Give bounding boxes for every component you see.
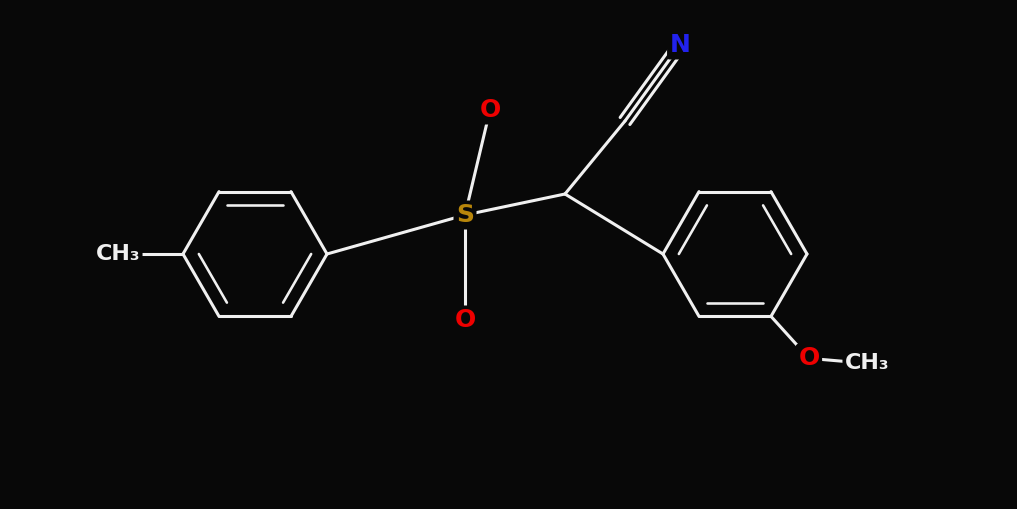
- Text: N: N: [669, 33, 691, 57]
- Text: CH₃: CH₃: [96, 244, 140, 264]
- Text: O: O: [479, 98, 500, 122]
- Text: CH₃: CH₃: [845, 353, 889, 374]
- Text: S: S: [456, 203, 474, 227]
- Text: O: O: [455, 308, 476, 332]
- Text: O: O: [798, 346, 820, 371]
